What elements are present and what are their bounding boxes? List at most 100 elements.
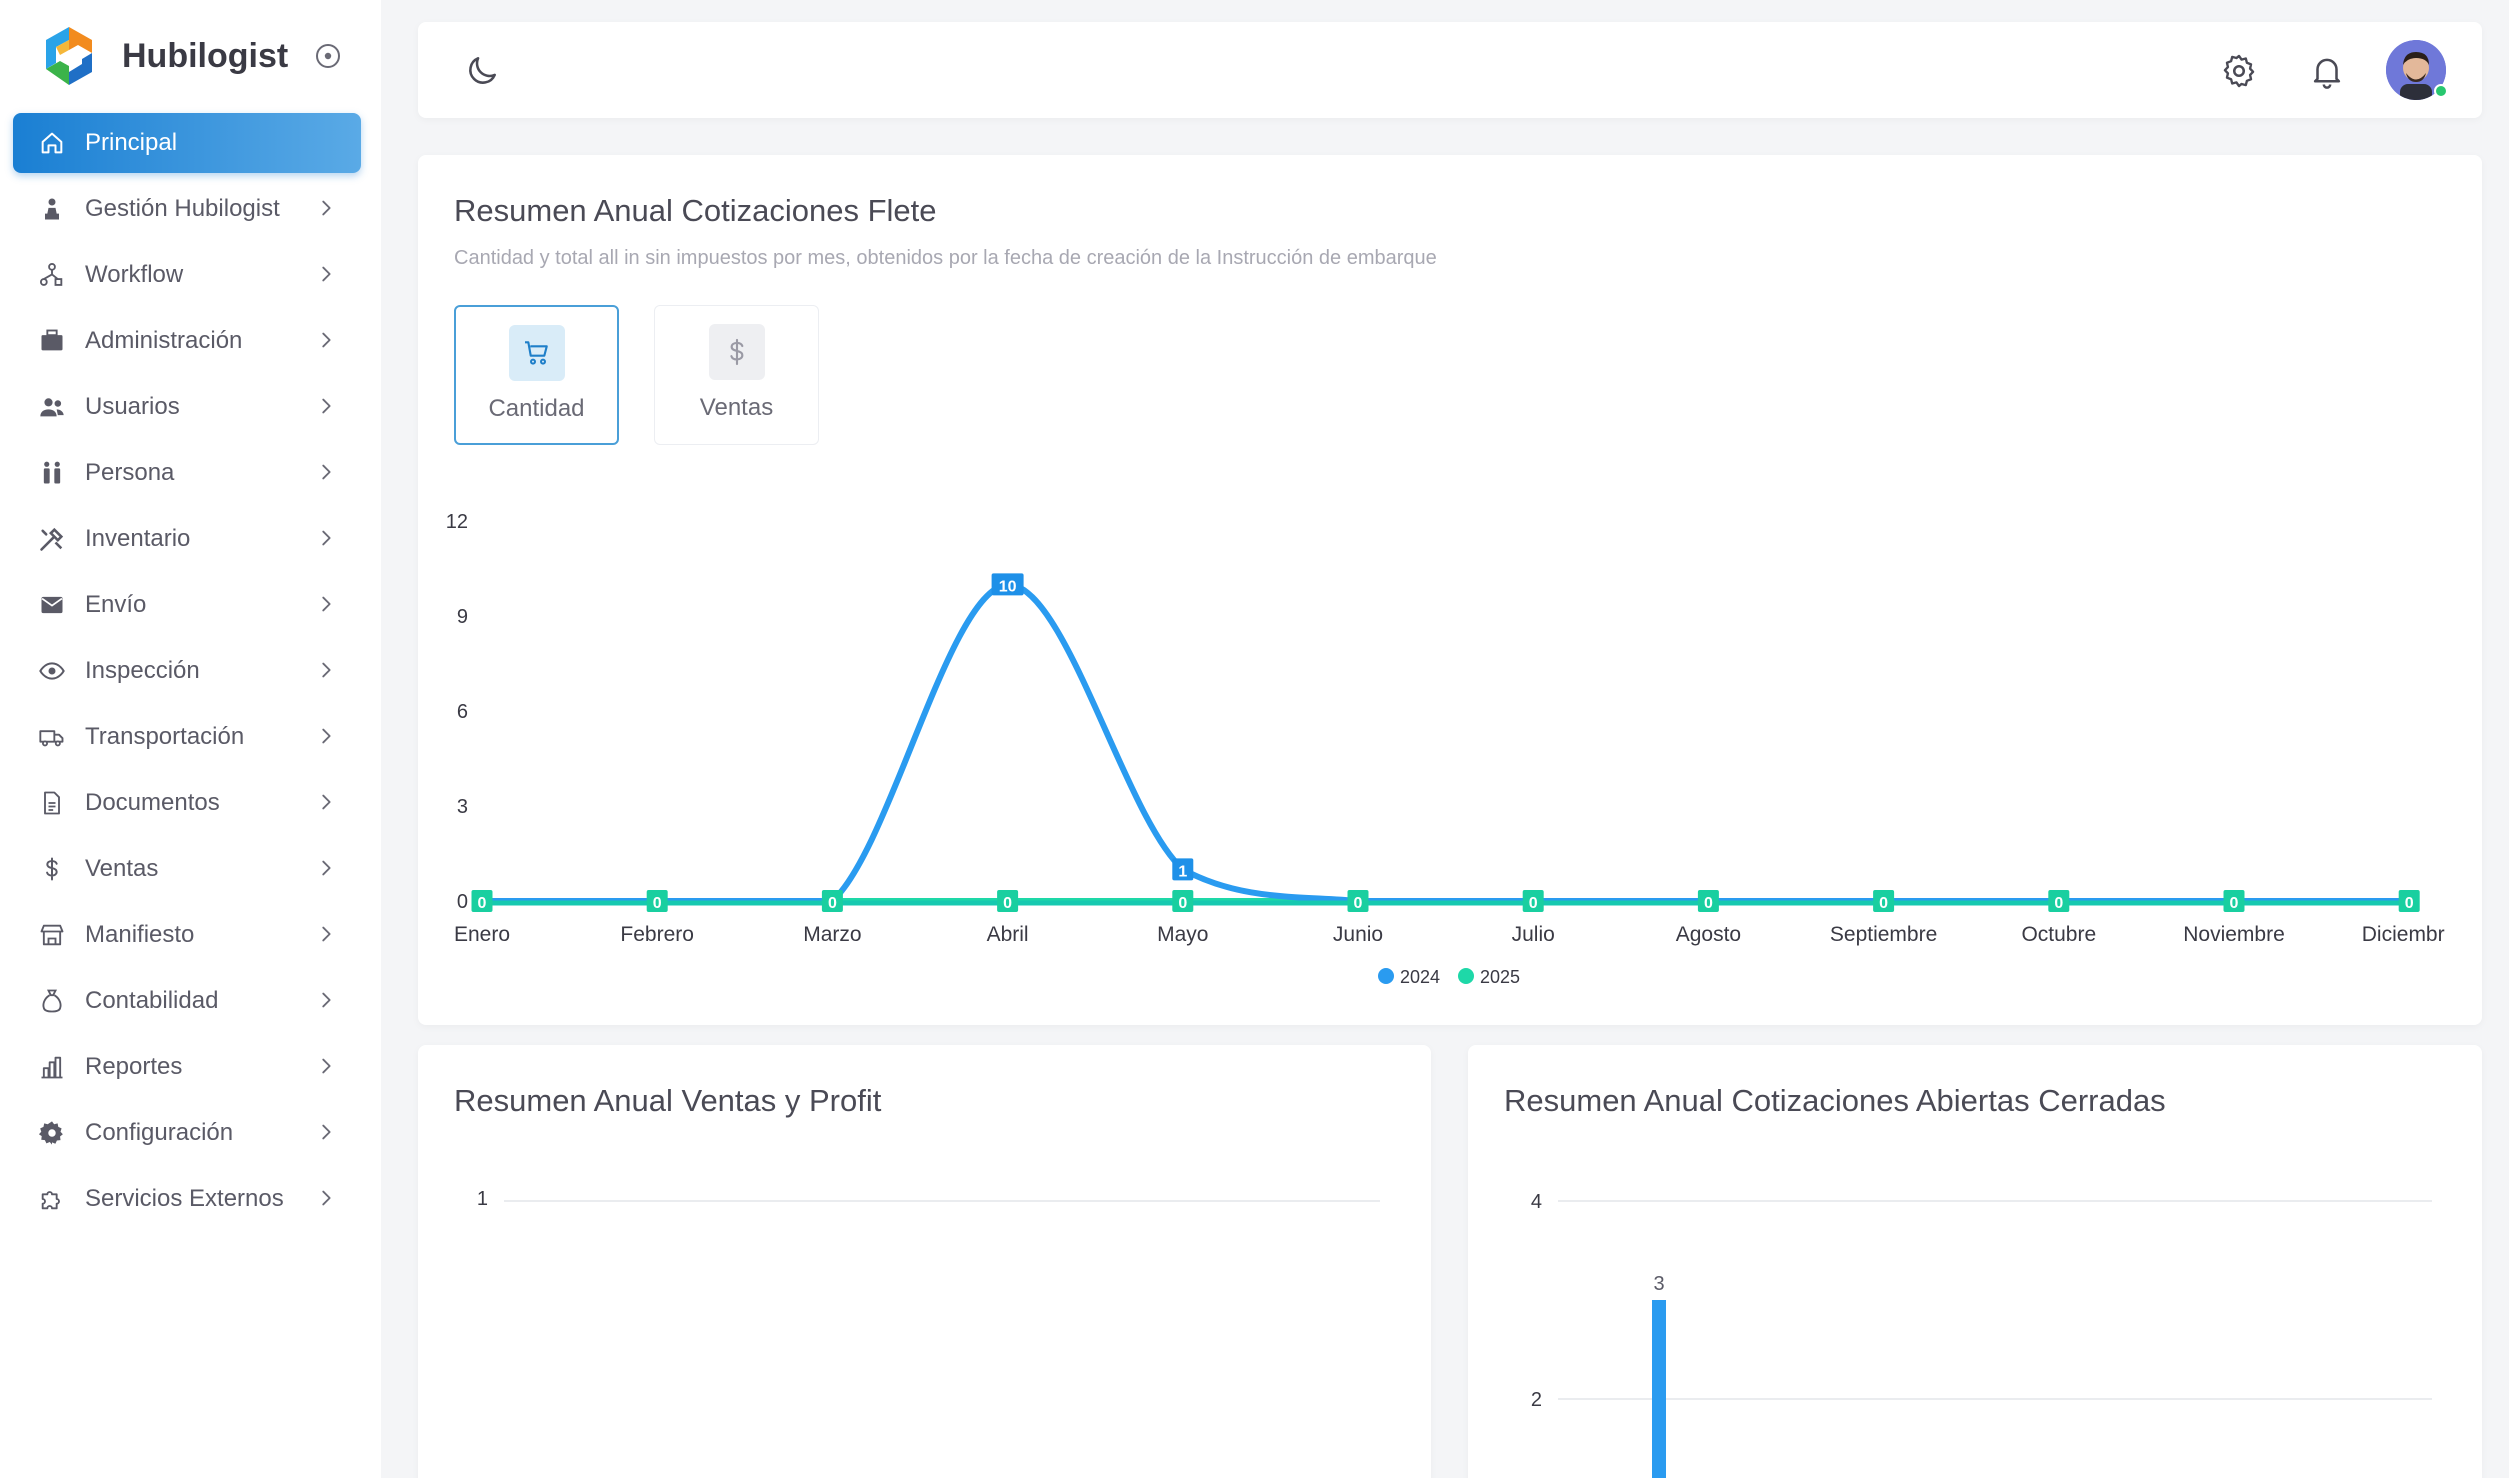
y-tick-label: 6 — [457, 701, 468, 723]
chevron-right-icon — [322, 530, 331, 546]
tab-label: Ventas — [699, 394, 774, 421]
sidebar-item-servicios-externos[interactable]: Servicios Externos — [13, 1169, 361, 1229]
sidebar-item-reportes[interactable]: Reportes — [13, 1037, 361, 1097]
chevron-right-icon — [322, 728, 331, 744]
y-tick-label: 1 — [477, 1188, 488, 1210]
x-tick-label: Diciembr — [2362, 923, 2445, 946]
series-line-2024 — [479, 581, 2413, 905]
data-label-2025-julio: 0 — [1522, 890, 1544, 912]
x-tick-label: Febrero — [620, 923, 694, 946]
chevron-right-icon — [322, 1190, 331, 1206]
sidebar-item-label: Documentos — [85, 789, 220, 816]
data-label-text: 0 — [2054, 895, 2063, 912]
sidebar-item-manifiesto[interactable]: Manifiesto — [13, 905, 361, 965]
bell-icon[interactable] — [2308, 52, 2346, 90]
data-label-2025-junio: 0 — [1347, 890, 1369, 912]
eye-icon — [37, 656, 67, 686]
x-tick-label: Enero — [454, 923, 510, 946]
chevron-right-icon — [322, 464, 331, 480]
sidebar-item-label: Contabilidad — [85, 987, 219, 1014]
chevron-right-icon — [322, 596, 331, 612]
data-label-2025-diciembr: 0 — [2398, 890, 2420, 912]
sidebar-item-principal[interactable]: Principal — [13, 113, 361, 173]
store-icon — [37, 920, 67, 950]
bar-value-label: 3 — [1653, 1273, 1664, 1295]
gear-icon[interactable] — [2220, 52, 2258, 90]
brand[interactable]: Hubilogist — [36, 22, 356, 90]
data-label-text: 0 — [828, 895, 837, 912]
x-tick-label: Noviembre — [2183, 923, 2285, 946]
open-closed-quotes-chart: 4 2 3 — [1531, 1191, 2432, 1478]
chevron-right-icon — [322, 992, 331, 1008]
chevron-right-icon — [322, 1058, 331, 1074]
y-tick-label: 3 — [457, 796, 468, 818]
bag-icon — [37, 986, 67, 1016]
sidebar-item-persona[interactable]: Persona — [13, 443, 361, 503]
data-label-text: 0 — [1178, 895, 1187, 912]
sidebar-item-configuracion[interactable]: Configuración — [13, 1103, 361, 1163]
x-tick-label: Septiembre — [1830, 923, 1937, 946]
data-label-text: 0 — [1879, 895, 1888, 912]
dollar-icon — [37, 854, 67, 884]
data-label-2025-noviembre: 0 — [2223, 890, 2245, 912]
users-icon — [37, 392, 67, 422]
sidebar-item-label: Transportación — [85, 723, 245, 750]
legend-marker — [1458, 968, 1474, 984]
sidebar-item-label: Inspección — [85, 657, 200, 684]
x-tick-label: Octubre — [2021, 923, 2096, 946]
sidebar-item-inspeccion[interactable]: Inspección — [13, 641, 361, 701]
x-tick-label: Mayo — [1157, 923, 1208, 946]
legend-label: 2024 — [1400, 967, 1440, 987]
bar-abiertas[interactable] — [1652, 1300, 1666, 1478]
sidebar-item-label: Usuarios — [85, 393, 180, 420]
data-label-2025-octubre: 0 — [2048, 890, 2070, 912]
sidebar-item-label: Ventas — [85, 855, 159, 882]
sidebar-item-envio[interactable]: Envío — [13, 575, 361, 635]
sidebar-nav: Principal Gestión Hubilogist Workflow Admin… — [13, 113, 361, 1235]
y-tick-label: 0 — [457, 891, 468, 913]
data-label-2024-mayo: 1 — [1172, 858, 1194, 881]
sidebar-item-inventario[interactable]: Inventario — [13, 509, 361, 569]
sidebar-item-administracion[interactable]: Administración — [13, 311, 361, 371]
brand-name: Hubilogist — [122, 36, 289, 75]
chevron-right-icon — [322, 200, 331, 216]
freight-quotes-card: Resumen Anual Cotizaciones Flete Cantida… — [418, 155, 2482, 1025]
gear-icon — [37, 1118, 67, 1148]
bar-chart-icon — [37, 1052, 67, 1082]
sidebar-item-contabilidad[interactable]: Contabilidad — [13, 971, 361, 1031]
data-label-text: 0 — [478, 895, 487, 912]
data-label-text: 0 — [1354, 895, 1363, 912]
data-label-text: 0 — [1003, 895, 1012, 912]
data-label-2025-agosto: 0 — [1697, 890, 1719, 912]
radio-pin-icon[interactable] — [312, 40, 344, 72]
data-label-text: 1 — [1178, 863, 1187, 880]
sidebar-item-ventas[interactable]: Ventas — [13, 839, 361, 899]
sales-profit-chart: 1 — [477, 1188, 1380, 1210]
data-label-2025-mayo: 0 — [1172, 890, 1194, 912]
data-label-text: 10 — [999, 578, 1017, 595]
legend-item-2025[interactable]: 2025 — [1458, 967, 1520, 987]
data-label-2025-febrero: 0 — [646, 890, 668, 912]
people-icon — [37, 458, 67, 488]
legend-item-2024[interactable]: 2024 — [1378, 967, 1440, 987]
tab-cantidad[interactable]: Cantidad — [454, 305, 619, 445]
online-status-dot — [2434, 84, 2448, 98]
chevron-right-icon — [322, 332, 331, 348]
hubilogist-logo — [46, 27, 92, 85]
avatar-image — [2386, 40, 2446, 104]
sidebar-item-documentos[interactable]: Documentos — [13, 773, 361, 833]
sidebar-item-label: Inventario — [85, 525, 191, 552]
sidebar-item-transportacion[interactable]: Transportación — [13, 707, 361, 767]
chevron-right-icon — [322, 266, 331, 282]
sidebar-item-usuarios[interactable]: Usuarios — [13, 377, 361, 437]
sidebar-item-workflow[interactable]: Workflow — [13, 245, 361, 305]
chevron-right-icon — [322, 1124, 331, 1140]
chevron-right-icon — [322, 926, 331, 942]
card-subtitle: Cantidad y total all in sin impuestos po… — [454, 247, 1437, 269]
moon-icon[interactable] — [463, 52, 501, 90]
x-tick-label: Julio — [1512, 923, 1555, 946]
avatar[interactable] — [2386, 40, 2448, 104]
tab-ventas[interactable]: Ventas — [654, 305, 819, 445]
sidebar-item-gestion-hubilogist[interactable]: Gestión Hubilogist — [13, 179, 361, 239]
data-label-text: 0 — [2405, 895, 2414, 912]
